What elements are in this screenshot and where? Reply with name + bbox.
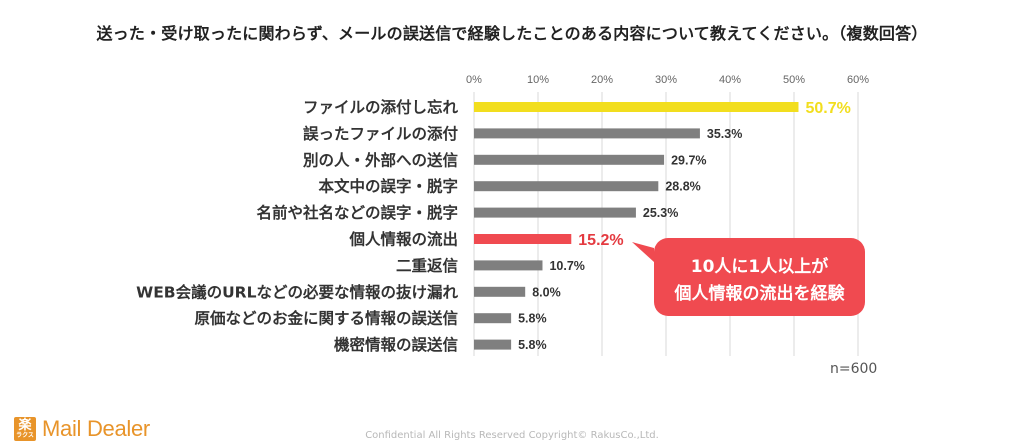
bar [474,286,526,297]
value-label: 10.7% [549,259,584,273]
bar [474,128,700,139]
callout-pointer [632,242,654,262]
category-label: WEB会議のURLなどの必要な情報の抜け漏れ [136,282,458,301]
category-label: ファイルの添付し忘れ [303,98,459,117]
logo-mark: 楽 ラクス [14,417,36,441]
category-label: 本文中の誤字・脱字 [318,177,458,196]
bar [474,234,572,244]
value-label: 15.2% [578,232,623,249]
x-tick-label: 40% [719,74,741,86]
logo-mark-sub: ラクス [16,432,34,439]
bar [474,102,799,112]
value-label: 5.8% [518,338,547,352]
x-tick-label: 60% [847,74,869,86]
x-tick-label: 10% [527,74,549,86]
x-axis-ticks: 0% 10% 20% 30% 40% 50% 60% [466,74,869,86]
bar [474,260,543,271]
value-label: 35.3% [707,127,742,141]
category-label: 別の人・外部への送信 [303,150,458,169]
bar [474,154,665,165]
callout-line-1: 10人に1人以上が [691,256,829,277]
x-tick-label: 20% [591,74,613,86]
x-tick-label: 50% [783,74,805,86]
bar [474,313,512,324]
category-label: 誤ったファイルの添付 [303,124,459,143]
category-label: 名前や社名などの誤字・脱字 [256,203,458,222]
category-label: 個人情報の流出 [348,230,458,249]
logo-mark-main: 楽 [18,418,32,433]
value-labels: 50.7% 35.3%29.7% 28.8% 25.3% 15.2% 10.7% 8.0% 5… [518,100,851,352]
copyright-notice: Confidential All Rights Reserved Copyrig… [365,430,659,441]
value-label: 8.0% [532,285,561,299]
category-labels: ファイルの添付し忘れ誤ったファイルの添付別の人・外部への送信本文中の誤字・脱字名… [136,98,458,355]
mail-dealer-logo: 楽 ラクス Mail Dealer [14,416,150,442]
bar [474,339,512,350]
callout-background [654,238,865,316]
bar [474,207,636,218]
category-label: 機密情報の誤送信 [334,335,458,354]
x-tick-label: 0% [466,74,482,86]
value-label: 50.7% [805,100,850,117]
value-label: 5.8% [518,312,547,326]
bar [474,181,659,192]
callout-box: 10人に1人以上が 個人情報の流出を経験 [632,238,865,316]
bars [474,102,799,350]
category-label: 原価などのお金に関する情報の誤送信 [194,309,458,328]
value-label: 28.8% [665,180,700,194]
x-tick-label: 30% [655,74,677,86]
logo-text: Mail Dealer [42,416,150,441]
chart-title: 送った・受け取ったに関わらず、メールの誤送信で経験したことのある内容について教え… [96,24,928,43]
sample-size-label: n=600 [830,361,878,377]
category-label: 二重返信 [396,256,458,275]
value-label: 25.3% [643,206,678,220]
callout-line-2: 個人情報の流出を経験 [674,283,846,304]
value-label: 29.7% [671,153,706,167]
